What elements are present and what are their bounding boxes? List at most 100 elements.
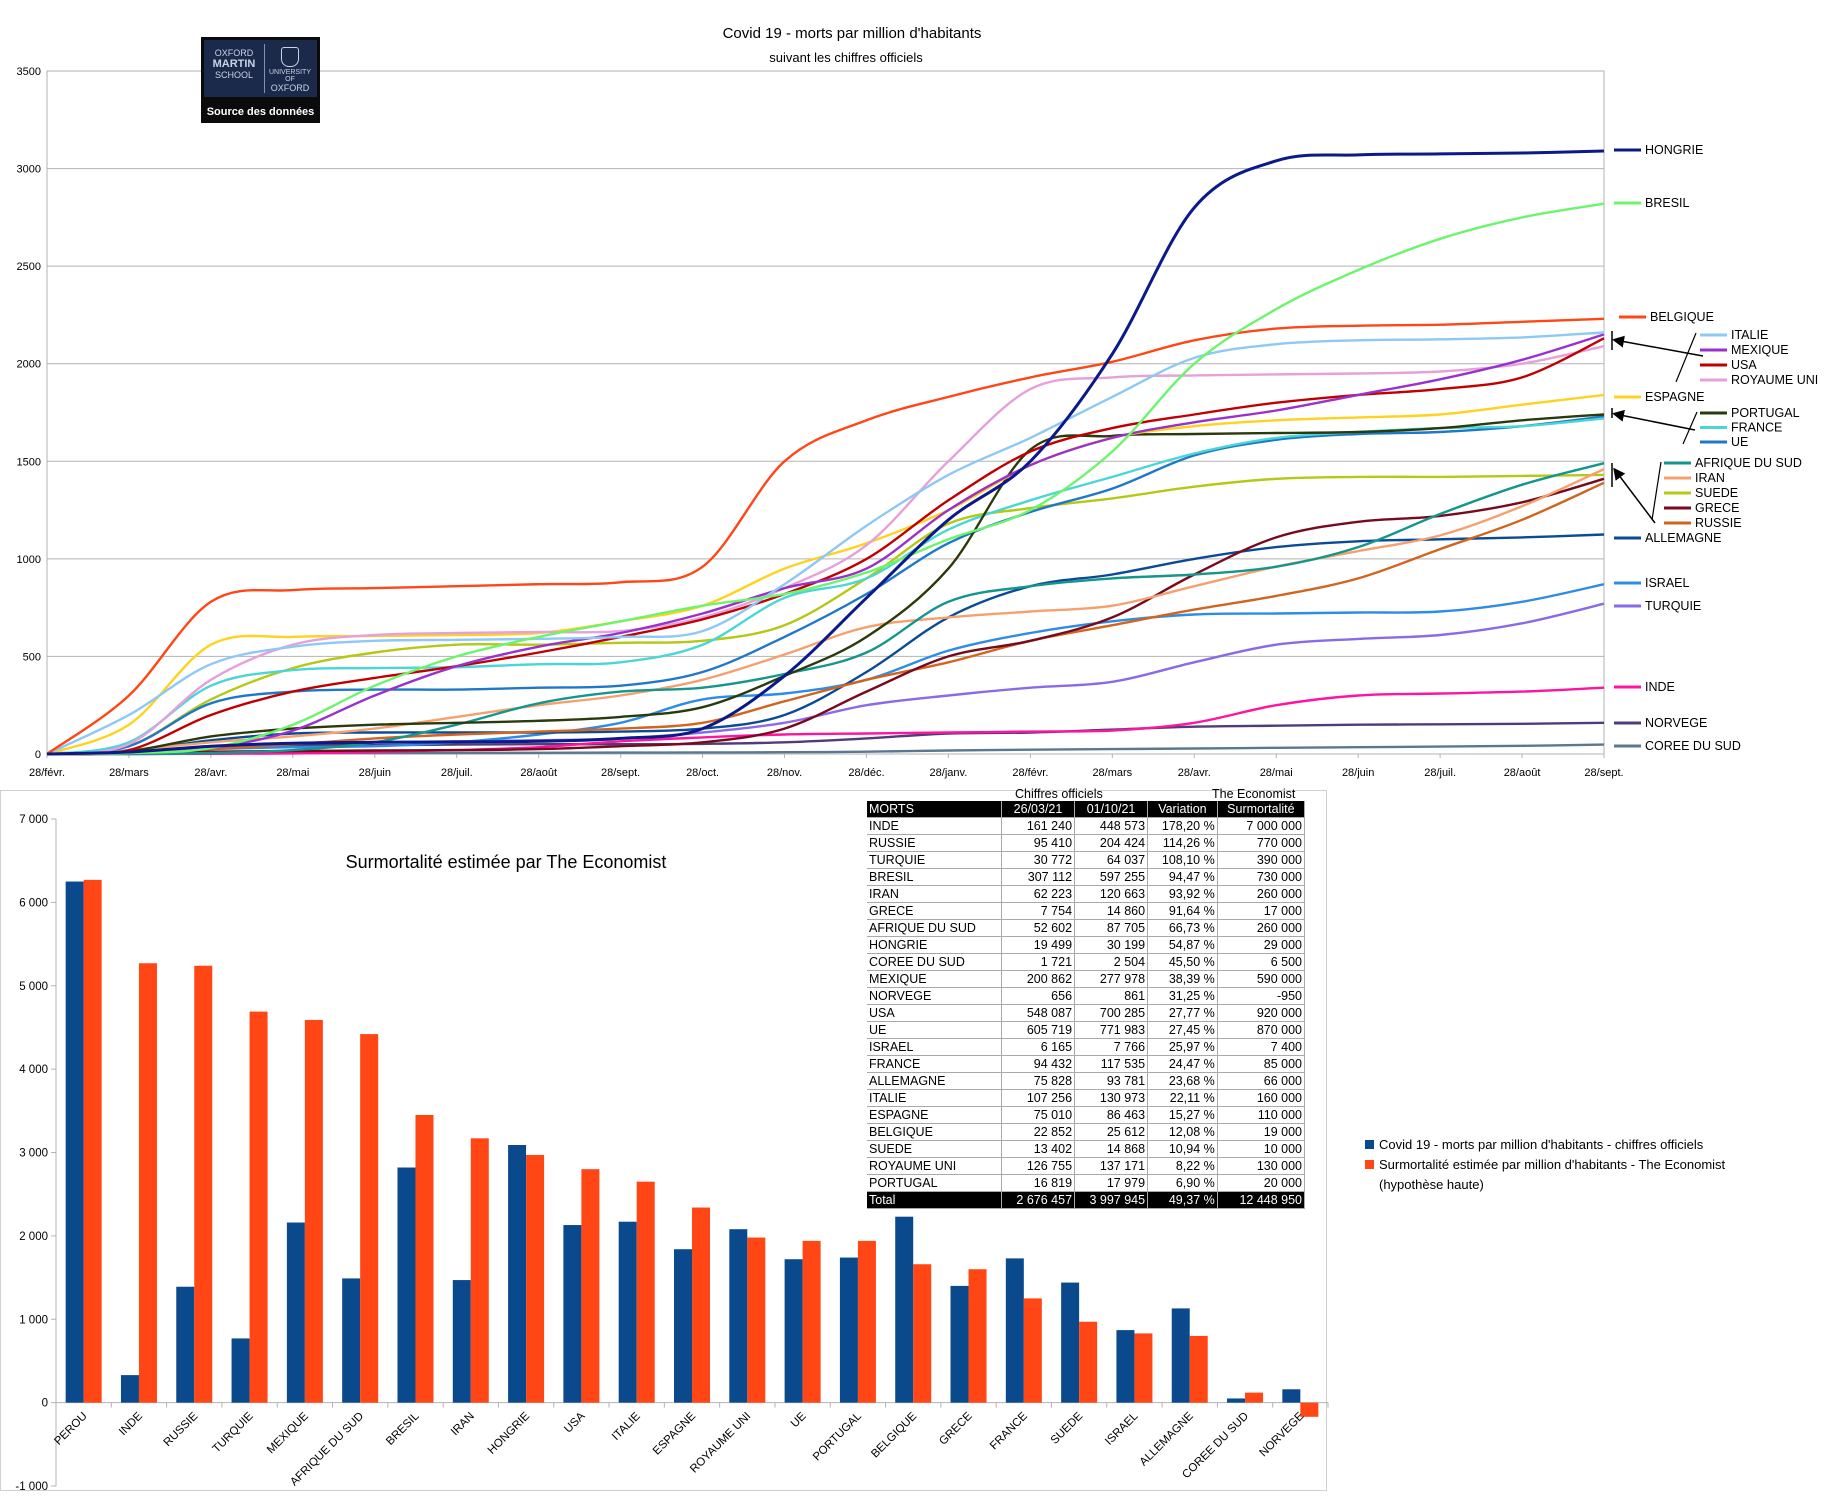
- table-cell: Variation: [1147, 801, 1218, 818]
- table-cell: 14 860: [1074, 902, 1149, 920]
- table-row: FRANCE 94 432 117 535 24,47 % 85 000: [867, 1055, 1306, 1073]
- table-cell: 27,77 %: [1147, 1004, 1218, 1022]
- legend-label-italie: ITALIE: [1731, 328, 1768, 342]
- table-row: HONGRIE 19 499 30 199 54,87 % 29 000: [867, 936, 1306, 954]
- y-tick-label: 3500: [17, 66, 41, 78]
- table-row: ITALIE 107 256 130 973 22,11 % 160 000: [867, 1089, 1306, 1107]
- table-cell: 200 862: [1001, 970, 1076, 988]
- x-tick-label: 28/févr.: [29, 767, 65, 779]
- table-cell: 62 223: [1001, 885, 1076, 903]
- table-cell: -950: [1217, 987, 1306, 1005]
- table-cell: 12 448 950: [1217, 1191, 1306, 1209]
- table-cell: 110 000: [1217, 1106, 1306, 1124]
- x-tick-label: 28/juil.: [441, 767, 473, 779]
- bar-category-label: ISRAEL: [1103, 1410, 1141, 1448]
- legend-swatch-economist: [1365, 1160, 1374, 1169]
- table-cell: 66,73 %: [1147, 919, 1218, 937]
- table-cell: 700 285: [1074, 1004, 1149, 1022]
- series-line-belgique: [46, 317, 1605, 755]
- table-cell: 130 973: [1074, 1089, 1149, 1107]
- table-row: ISRAEL 6 165 7 766 25,97 % 7 400: [867, 1038, 1306, 1056]
- legend-label-economist: Surmortalité estimée par million d'habit…: [1379, 1157, 1726, 1172]
- table-cell: 130 000: [1217, 1157, 1306, 1175]
- arrow-group-2: [1612, 409, 1696, 431]
- legend-label-economist-note: (hypothèse haute): [1379, 1177, 1484, 1192]
- table-cell: AFRIQUE DU SUD: [867, 919, 1002, 937]
- bar-official-ue: [784, 1259, 803, 1403]
- table-row: ALLEMAGNE 75 828 93 781 23,68 % 66 000: [867, 1072, 1306, 1090]
- table-cell: 38,39 %: [1147, 970, 1218, 988]
- table-cell: 771 983: [1074, 1021, 1149, 1039]
- table-cell: GRECE: [867, 902, 1002, 920]
- bar-official-coree-du-sud: [1227, 1398, 1246, 1403]
- university-seal-icon: [281, 47, 299, 67]
- x-tick-label: 28/mars: [109, 767, 149, 779]
- bar-official-allemagne: [1171, 1308, 1190, 1403]
- table-cell: 64 037: [1074, 851, 1149, 869]
- legend-label-afrique-du-sud: AFRIQUE DU SUD: [1695, 456, 1802, 470]
- table-row: BRESIL 307 112 597 255 94,47 % 730 000: [867, 868, 1306, 886]
- table-cell: 75 828: [1001, 1072, 1076, 1090]
- bar-official-turquie: [231, 1338, 250, 1403]
- arrow-group-3: [1613, 467, 1656, 524]
- table-cell: 24,47 %: [1147, 1055, 1218, 1073]
- legend-label-inde: INDE: [1645, 680, 1675, 694]
- series-line-hongrie: [46, 149, 1605, 756]
- table-cell: 52 602: [1001, 919, 1076, 937]
- x-tick-label: 28/mars: [1092, 767, 1132, 779]
- table-cell: 85 000: [1217, 1055, 1306, 1073]
- x-tick-label: 28/févr.: [1012, 767, 1048, 779]
- legend-label-portugal: PORTUGAL: [1731, 406, 1800, 420]
- table-row: SUEDE 13 402 14 868 10,94 % 10 000: [867, 1140, 1306, 1158]
- bar-economist-royaume-uni: [747, 1237, 766, 1403]
- series-line-bresil: [46, 202, 1605, 756]
- table-cell: 597 255: [1074, 868, 1149, 886]
- bar-category-label: PORTUGAL: [811, 1410, 864, 1463]
- bar-category-label: ESPAGNE: [651, 1410, 698, 1457]
- table-cell: 307 112: [1001, 868, 1076, 886]
- table-row: COREE DU SUD 1 721 2 504 45,50 % 6 500: [867, 953, 1306, 971]
- table-cell: 25 612: [1074, 1123, 1149, 1141]
- table-cell: 6,90 %: [1147, 1174, 1218, 1192]
- bar-official-bresil: [397, 1167, 416, 1403]
- bar-official-mexique: [286, 1222, 305, 1403]
- series-line-france: [46, 417, 1605, 756]
- table-cell: 91,64 %: [1147, 902, 1218, 920]
- x-tick-label: 28/juil.: [1424, 767, 1456, 779]
- table-cell: 1 721: [1001, 953, 1076, 971]
- bar-category-label: BELGIQUE: [869, 1410, 919, 1460]
- table-row: USA 548 087 700 285 27,77 % 920 000: [867, 1004, 1306, 1022]
- table-group-header-economist: The Economist: [1212, 787, 1296, 801]
- bar-category-label: NORVEGE: [1257, 1410, 1306, 1459]
- y-tick-label: 3000: [17, 164, 41, 176]
- y-tick-label: 1000: [17, 554, 41, 566]
- table-cell: 86 463: [1074, 1106, 1149, 1124]
- series-line-grece: [46, 477, 1605, 756]
- legend-label-usa: USA: [1731, 358, 1757, 372]
- bar-chart-frame: [0, 790, 1327, 1491]
- table-cell: 870 000: [1217, 1021, 1306, 1039]
- table-cell: 7 000 000: [1217, 817, 1306, 835]
- bar-economist-perou: [83, 879, 102, 1403]
- bar-economist-usa: [581, 1169, 600, 1403]
- table-total-row: Total 2 676 457 3 997 945 49,37 % 12 448 950: [867, 1191, 1306, 1209]
- legend-label-mexique: MEXIQUE: [1731, 343, 1789, 357]
- table-cell: 160 000: [1217, 1089, 1306, 1107]
- table-cell: 126 755: [1001, 1157, 1076, 1175]
- table-cell: 95 410: [1001, 834, 1076, 852]
- table-cell: 178,20 %: [1147, 817, 1218, 835]
- table-cell: 277 978: [1074, 970, 1149, 988]
- bar-official-france: [1005, 1258, 1024, 1403]
- bar-category-label: SUEDE: [1049, 1410, 1086, 1447]
- bar-category-label: GRECE: [937, 1410, 975, 1448]
- bar-official-usa: [563, 1225, 582, 1403]
- table-cell: 22 852: [1001, 1123, 1076, 1141]
- table-cell: 16 819: [1001, 1174, 1076, 1192]
- table-row: IRAN 62 223 120 663 93,92 % 260 000: [867, 885, 1306, 903]
- series-line-afrique-du-sud: [46, 462, 1605, 756]
- legend-label-allemagne: ALLEMAGNE: [1645, 531, 1721, 545]
- x-tick-label: 28/avr.: [194, 767, 227, 779]
- series-line-royaume-uni: [46, 345, 1605, 756]
- bar-official-suede: [1061, 1282, 1080, 1403]
- legend-swatch-official: [1365, 1140, 1374, 1149]
